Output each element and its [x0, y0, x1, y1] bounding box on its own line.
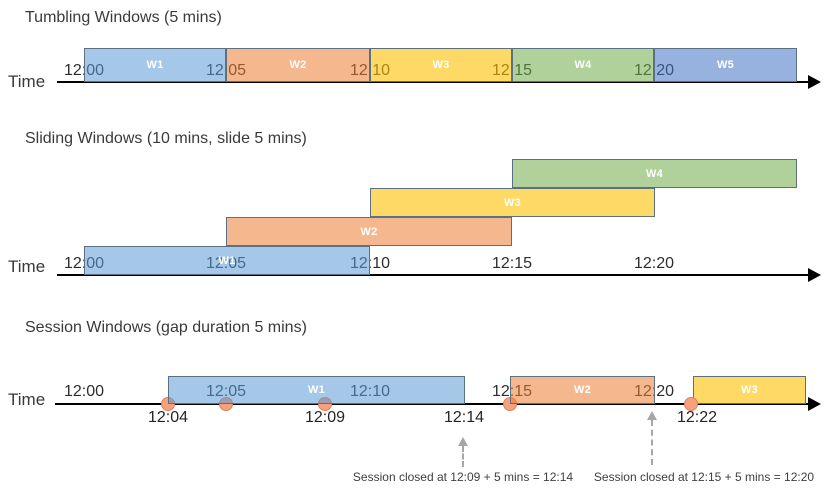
sliding-tick-1215: 12:15 — [491, 255, 533, 272]
tumbling-window-label-w1: W1 — [146, 59, 164, 71]
tumbling-window-label-w2: W2 — [289, 59, 307, 71]
event-time-label-1222: 12:22 — [676, 409, 718, 426]
session-time-axis-line — [55, 403, 808, 405]
session-window-label-w1: W1 — [307, 384, 326, 396]
tumbling-section-title: Tumbling Windows (5 mins) — [25, 9, 222, 26]
event-dot-1222 — [684, 397, 698, 411]
tumbling-time-axis-label: Time — [8, 72, 46, 91]
callout-arrow-line-2 — [651, 420, 653, 465]
sliding-time-axis-label: Time — [8, 257, 46, 276]
session-closed-annotation-1: Session closed at 12:09 + 5 mins = 12:14 — [352, 470, 574, 484]
session-time-axis-label: Time — [8, 390, 46, 409]
session-closed-annotation-2: Session closed at 12:15 + 5 mins = 12:20 — [593, 470, 815, 484]
tumbling-axis-arrowhead-icon — [808, 75, 821, 89]
session-window-label-w3: W3 — [740, 384, 759, 396]
tumbling-window-bar-w5: W5 — [654, 48, 797, 82]
sliding-time-axis-line — [57, 274, 808, 276]
sliding-window-label-w2: W2 — [360, 225, 378, 238]
sliding-window-label-w3: W3 — [503, 196, 522, 209]
callout-arrow-line-1 — [462, 446, 464, 467]
sliding-window-label-w1: W1 — [218, 254, 236, 267]
session-section-title: Session Windows (gap duration 5 mins) — [25, 319, 307, 336]
tumbling-window-label-w4: W4 — [574, 59, 592, 71]
sliding-tick-1220: 12:20 — [633, 255, 675, 272]
sliding-axis-arrowhead-icon — [808, 268, 821, 282]
tumbling-window-bar-w3: W3 — [370, 48, 512, 82]
session-axis-arrowhead-icon — [808, 397, 821, 411]
session-window-bar-w2: W2 — [510, 376, 655, 404]
tumbling-window-label-w5: W5 — [716, 59, 735, 71]
event-time-label-1204: 12:04 — [147, 409, 189, 426]
callout-arrow-up-icon-1 — [458, 437, 468, 446]
tumbling-window-label-w3: W3 — [432, 59, 450, 71]
session-window-bar-w3: W3 — [693, 376, 806, 404]
sliding-window-label-w4: W4 — [645, 167, 664, 180]
sliding-window-bar-w1: W1 — [84, 246, 370, 275]
sliding-section-title: Sliding Windows (10 mins, slide 5 mins) — [25, 130, 307, 147]
sliding-window-bar-w2: W2 — [226, 217, 512, 246]
tumbling-window-bar-w4: W4 — [512, 48, 654, 82]
callout-arrow-up-icon-2 — [647, 411, 657, 420]
tumbling-window-bar-w1: W1 — [84, 48, 226, 82]
session-window-bar-w1: W1 — [168, 376, 465, 404]
tumbling-window-bar-w2: W2 — [226, 48, 370, 82]
session-tick-1200: 12:00 — [63, 383, 105, 400]
event-time-label-1209: 12:09 — [304, 409, 346, 426]
session-window-label-w2: W2 — [573, 384, 592, 396]
sliding-window-bar-w4: W4 — [512, 159, 797, 188]
event-time-label-1214: 12:14 — [443, 409, 485, 426]
tumbling-time-axis-line — [57, 81, 808, 83]
sliding-window-bar-w3: W3 — [370, 188, 655, 217]
